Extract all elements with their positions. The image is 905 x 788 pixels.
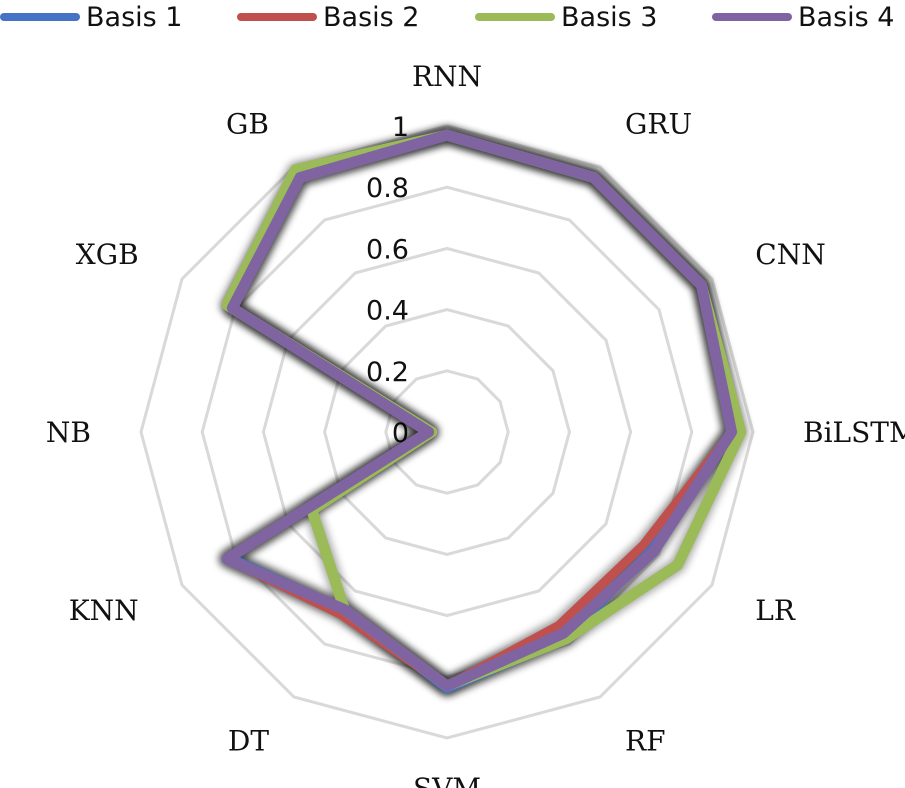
category-label: CNN — [755, 238, 825, 271]
category-label: GRU — [625, 108, 692, 141]
grid-ring — [261, 246, 633, 618]
category-label: RF — [625, 724, 666, 757]
series-line — [221, 129, 738, 692]
radar-grid — [139, 124, 755, 740]
category-label: XGB — [76, 238, 139, 271]
legend-label: Basis 3 — [561, 1, 658, 33]
legend-swatch — [237, 13, 317, 21]
category-label: SVM — [413, 772, 481, 788]
legend-label: Basis 4 — [798, 1, 895, 33]
chart-legend: Basis 1 Basis 2 Basis 3 Basis 4 — [0, 0, 905, 34]
category-label: GB — [226, 108, 269, 141]
legend-swatch — [0, 13, 80, 21]
legend-swatch — [475, 13, 555, 21]
radial-tick-label: 0.4 — [366, 296, 409, 327]
grid-ring — [139, 124, 755, 740]
category-label: BiLSTM — [803, 416, 905, 449]
category-label: RNN — [412, 60, 482, 93]
legend-item: Basis 1 — [0, 0, 182, 34]
category-label: KNN — [69, 594, 139, 627]
series-shadow — [219, 127, 740, 694]
radial-tick-label: 0.6 — [366, 234, 409, 265]
category-labels: RNN GRU CNN BiLSTM LR RF SVM DT KNN NB XGB GB — [46, 60, 905, 788]
legend-label: Basis 2 — [323, 1, 420, 33]
category-label: DT — [228, 724, 269, 757]
legend-swatch — [712, 13, 792, 21]
radial-tick-label: 0.8 — [366, 173, 409, 204]
legend-item: Basis 3 — [475, 0, 657, 34]
category-label: LR — [755, 594, 796, 627]
legend-item: Basis 4 — [712, 0, 894, 34]
series-lines — [221, 129, 747, 694]
category-label: NB — [46, 416, 91, 449]
radial-tick-label: 1 — [392, 112, 409, 143]
legend-label: Basis 1 — [86, 1, 183, 33]
radial-tick-label: 0.2 — [366, 357, 409, 388]
grid-ring — [323, 308, 571, 556]
legend-item: Basis 2 — [237, 0, 419, 34]
radial-tick-labels: 00.20.40.60.81 — [366, 112, 409, 449]
